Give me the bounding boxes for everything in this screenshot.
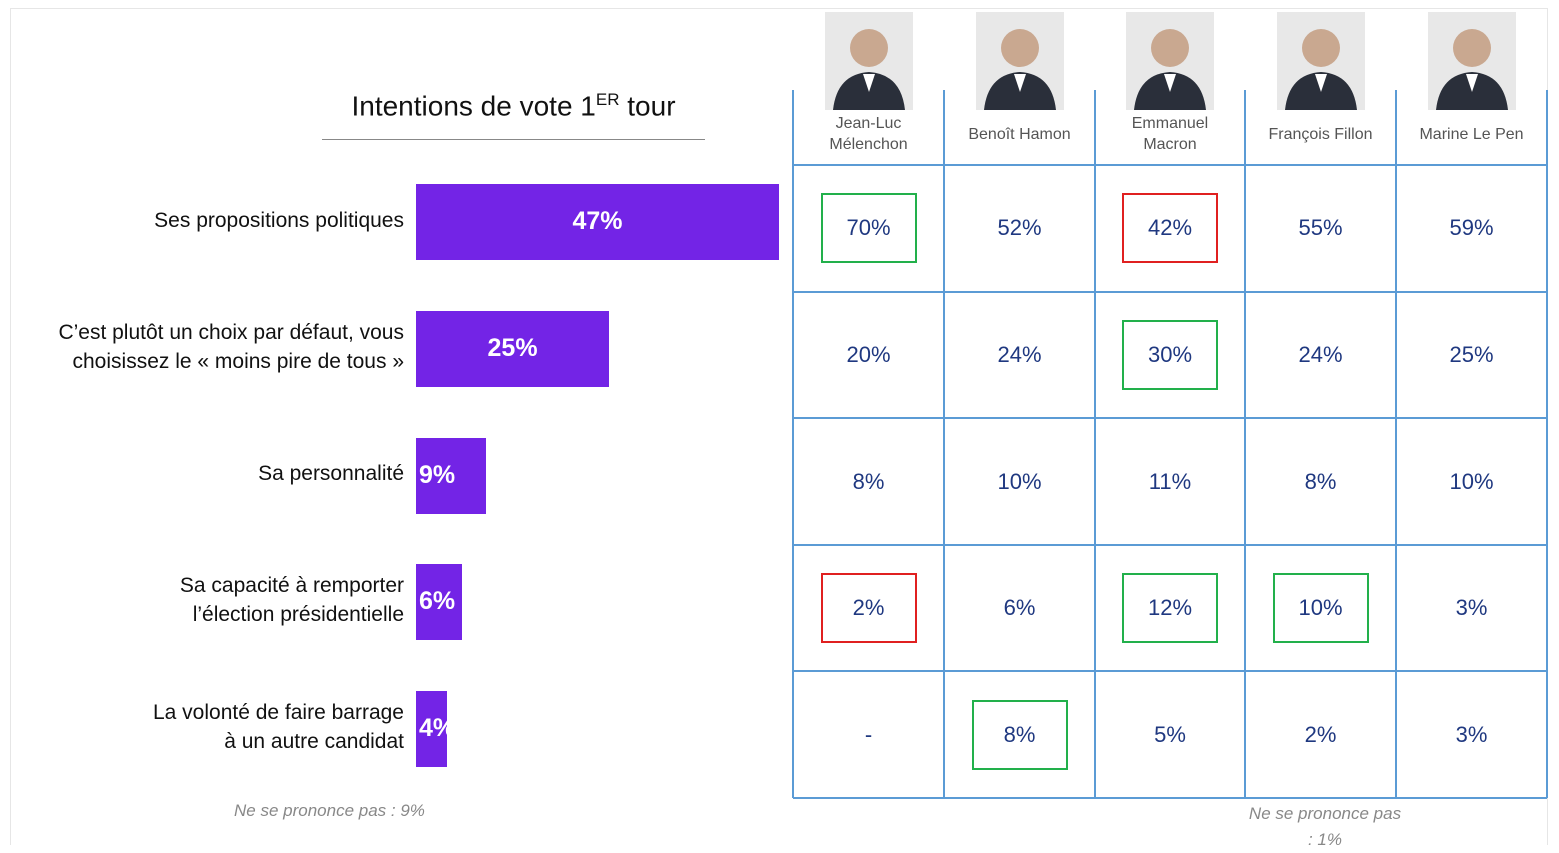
table-cell: 30%	[1147, 341, 1193, 367]
category-label: Ses propositions politiques	[154, 208, 404, 232]
title-text: tour	[619, 90, 676, 122]
table-cell: 6%	[1003, 595, 1036, 621]
table-cell: 5%	[1154, 721, 1186, 747]
chart-title: Intentions de vote 1ER tour	[322, 90, 705, 122]
table-hline	[793, 290, 1547, 293]
table-cell: 8%	[1003, 721, 1036, 747]
footnote: Ne se prononce pas : 9%	[234, 801, 425, 820]
table-cell: 3%	[1455, 595, 1488, 621]
candidate-photo	[1276, 12, 1365, 110]
table-cell: 11%	[1148, 468, 1192, 494]
table-cell: 24%	[997, 341, 1042, 367]
photo-icon	[1276, 12, 1365, 110]
table-cell: 2%	[1304, 721, 1337, 747]
highlight-box	[971, 699, 1068, 770]
table-cell: 55%	[1298, 215, 1343, 241]
highlight-box	[820, 193, 917, 264]
photo-icon	[824, 12, 913, 110]
table-cell: 3%	[1455, 721, 1488, 747]
category-label: Sa personnalité	[258, 462, 404, 485]
table-cell: 25%	[1449, 341, 1494, 367]
bar	[416, 437, 486, 514]
photo-icon	[975, 12, 1064, 110]
candidate-photo	[975, 12, 1064, 110]
table-cell: 10%	[997, 468, 1042, 494]
table-hline	[793, 670, 1547, 673]
table-cell: 59%	[1449, 215, 1494, 241]
bar	[416, 310, 610, 387]
table-cell: 42%	[1147, 215, 1193, 241]
table-vline	[943, 90, 945, 798]
category-label: La volonté de faire barrage à un autre c…	[152, 700, 404, 753]
title-text: Intentions de vote 1	[351, 90, 596, 122]
column-header: François Fillon	[1268, 125, 1373, 143]
table-hline	[793, 164, 1547, 166]
bar-label: 9%	[419, 460, 456, 489]
title-underline	[322, 139, 705, 140]
table-cell: 20%	[846, 341, 891, 367]
column-header: Marine Le Pen	[1419, 125, 1524, 143]
table-cell: 2%	[852, 595, 885, 621]
table-cell: 52%	[997, 215, 1042, 241]
table-cell: -	[864, 721, 873, 747]
highlight-box	[1122, 319, 1218, 390]
column-header: Jean-Luc Mélenchon	[829, 115, 908, 153]
table-vline	[792, 90, 794, 798]
table-vline	[1546, 90, 1548, 798]
bar-label: 25%	[487, 333, 538, 362]
photo-icon	[1126, 12, 1214, 110]
category-label: Sa capacité à remporter l’élection prési…	[179, 574, 404, 627]
category-label: C’est plutôt un choix par défaut, vous c…	[58, 320, 404, 373]
table-cell: 8%	[852, 468, 885, 494]
table-cell: 10%	[1298, 595, 1343, 621]
table-vline	[1094, 90, 1096, 798]
bar-label: 47%	[572, 207, 623, 236]
table-vline	[1395, 90, 1397, 798]
bar-label: 4%	[419, 713, 456, 742]
table-hline	[793, 543, 1547, 546]
photo-icon	[1427, 12, 1516, 110]
highlight-box	[1272, 573, 1369, 644]
table-cell: 8%	[1304, 468, 1337, 494]
bar-label: 6%	[419, 587, 456, 616]
column-header: Emmanuel Macron	[1131, 115, 1209, 153]
candidate-photo	[1126, 12, 1214, 110]
column-header: Benoît Hamon	[968, 125, 1071, 143]
bar	[416, 690, 447, 767]
table-hline	[793, 797, 1547, 799]
bar	[416, 564, 463, 641]
highlight-box	[1122, 193, 1218, 264]
title-sup: ER	[595, 90, 620, 109]
table-cell: 24%	[1298, 341, 1343, 367]
candidate-photo	[824, 12, 913, 110]
highlight-box	[820, 573, 917, 644]
table-cell: 12%	[1147, 595, 1193, 621]
bar	[416, 184, 779, 261]
table-cell: 10%	[1449, 468, 1494, 494]
footnote: Ne se prononce pas : 1%	[1248, 804, 1402, 849]
table-hline	[793, 417, 1547, 420]
candidate-photo	[1427, 12, 1516, 110]
highlight-box	[1122, 573, 1218, 644]
table-vline	[1244, 90, 1246, 798]
table-cell: 70%	[846, 215, 891, 241]
